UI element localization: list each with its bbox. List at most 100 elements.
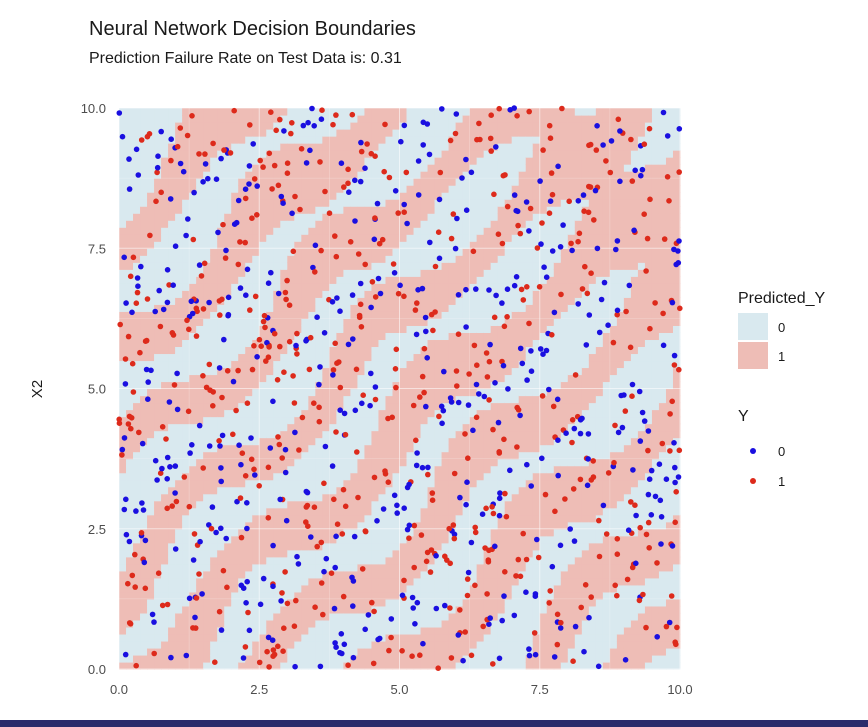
- region-cell: [154, 227, 162, 235]
- region-cell: [434, 584, 443, 593]
- region-cell: [364, 605, 373, 614]
- region-cell: [203, 367, 211, 376]
- region-cell: [224, 360, 232, 369]
- region-cell: [525, 570, 534, 579]
- region-cell: [238, 528, 246, 537]
- region-cell: [133, 220, 141, 228]
- region-cell: [343, 325, 352, 333]
- region-cell: [252, 199, 260, 207]
- region-cell: [497, 640, 506, 649]
- region-cell: [301, 563, 309, 572]
- region-cell: [497, 129, 506, 137]
- region-cell: [483, 150, 492, 158]
- region-cell: [126, 255, 134, 263]
- region-cell: [189, 241, 197, 249]
- region-cell: [329, 332, 337, 341]
- region-cell: [371, 353, 380, 362]
- region-cell: [224, 409, 232, 418]
- region-cell: [469, 640, 478, 649]
- region-cell: [469, 647, 478, 656]
- region-cell: [413, 220, 422, 228]
- region-cell: [245, 367, 253, 376]
- region-cell: [266, 577, 274, 586]
- region-cell: [182, 304, 190, 312]
- region-cell: [483, 178, 492, 186]
- region-cell: [511, 479, 520, 488]
- region-cell: [259, 409, 267, 418]
- region-cell: [511, 339, 520, 348]
- region-cell: [357, 612, 366, 621]
- region-cell: [532, 325, 541, 333]
- region-cell: [287, 633, 295, 642]
- region-cell: [371, 122, 380, 130]
- region-cell: [119, 472, 127, 481]
- region-cell: [539, 276, 548, 284]
- region-cell: [154, 577, 162, 586]
- region-cell: [455, 500, 464, 509]
- region-cell: [294, 598, 302, 607]
- region-cell: [476, 360, 485, 369]
- region-cell: [154, 241, 162, 249]
- region-cell: [238, 360, 246, 369]
- region-cell: [532, 304, 541, 312]
- region-cell: [336, 570, 344, 579]
- region-cell: [469, 570, 478, 579]
- region-cell: [168, 493, 176, 502]
- region-cell: [420, 626, 429, 635]
- region-cell: [455, 388, 464, 397]
- region-cell: [203, 430, 211, 439]
- region-cell: [329, 346, 337, 355]
- region-cell: [315, 479, 323, 488]
- region-cell: [273, 437, 281, 446]
- region-cell: [252, 311, 260, 319]
- region-cell: [259, 290, 267, 298]
- region-cell: [168, 388, 176, 397]
- region-cell: [490, 626, 499, 635]
- region-cell: [189, 633, 197, 642]
- region-cell: [203, 409, 211, 418]
- region-cell: [189, 542, 197, 551]
- region-cell: [322, 339, 330, 348]
- region-cell: [525, 563, 534, 572]
- region-cell: [483, 122, 492, 130]
- region-cell: [231, 479, 239, 488]
- region-cell: [301, 164, 309, 172]
- region-cell: [364, 360, 373, 369]
- region-cell: [427, 500, 436, 509]
- region-cell: [119, 535, 127, 544]
- region-cell: [392, 563, 401, 572]
- region-cell: [413, 325, 422, 333]
- region-cell: [189, 584, 197, 593]
- region-cell: [189, 374, 197, 383]
- region-cell: [406, 297, 415, 305]
- region-cell: [273, 164, 281, 172]
- region-cell: [539, 213, 548, 221]
- region-cell: [350, 584, 359, 593]
- region-cell: [266, 437, 274, 446]
- region-cell: [497, 325, 506, 333]
- region-cell: [224, 556, 232, 565]
- region-cell: [476, 283, 485, 291]
- region-cell: [322, 619, 330, 628]
- region-cell: [231, 353, 239, 362]
- region-cell: [175, 500, 183, 509]
- region-cell: [490, 248, 499, 256]
- region-cell: [483, 192, 492, 200]
- region-cell: [133, 458, 141, 467]
- region-cell: [147, 395, 155, 404]
- region-cell: [245, 213, 253, 221]
- region-cell: [245, 437, 253, 446]
- region-cell: [315, 353, 323, 362]
- region-cell: [371, 535, 380, 544]
- region-cell: [252, 577, 260, 586]
- region-cell: [518, 227, 527, 235]
- region-cell: [238, 164, 246, 172]
- region-cell: [287, 185, 295, 193]
- region-cell: [483, 269, 492, 277]
- region-cell: [273, 213, 281, 221]
- chart-subtitle: Prediction Failure Rate on Test Data is:…: [89, 50, 402, 67]
- region-cell: [126, 115, 134, 123]
- region-cell: [511, 241, 520, 249]
- region-cell: [364, 227, 373, 235]
- region-cell: [413, 640, 422, 649]
